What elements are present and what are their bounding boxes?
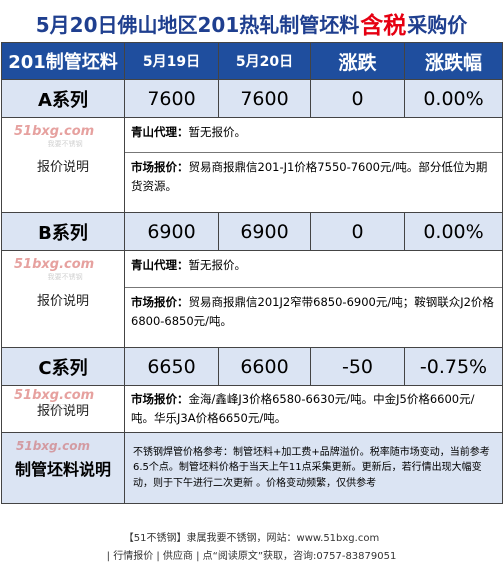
header-product: 201制管坯料 — [1, 42, 125, 80]
note-b-2: 市场报价：贸易商报鼎信201J2窄带6850-6900元/吨；鞍钢联众J2价格6… — [125, 287, 502, 347]
notes-label-text: 报价说明 — [36, 293, 89, 309]
series-a: A系列 — [1, 79, 125, 118]
watermark-logo: 51bxg.com — [16, 439, 91, 453]
notes-b: 青山代理：暂无报价。 市场报价：贸易商报鼎信201J2窄带6850-6900元/… — [124, 250, 503, 348]
series-c: C系列 — [1, 347, 125, 386]
notes-label-text: 报价说明 — [36, 403, 89, 419]
change-a: 0 — [310, 79, 405, 118]
notes-label-text: 报价说明 — [36, 159, 89, 175]
price-c-may20: 6600 — [218, 347, 311, 386]
footer-line-1: 【51不锈钢】隶属我要不锈钢，网站：www.51bxg.com — [123, 533, 380, 544]
title-prefix: 5月20日佛山地区201热轧制管坯料 — [35, 12, 360, 37]
notes-label-c: 51bxg.com 我要不锈钢 报价说明 — [1, 385, 125, 433]
table-row-a: A系列 7600 7600 0 0.00% — [1, 79, 503, 118]
header-change-pct: 涨跌幅 — [404, 42, 503, 80]
explain-label-text: 制管坯料说明 — [14, 460, 111, 479]
price-a-may20: 7600 — [218, 79, 311, 118]
footer: 【51不锈钢】隶属我要不锈钢，网站：www.51bxg.com | 行情报价 |… — [0, 526, 503, 572]
price-b-may19: 6900 — [124, 212, 219, 251]
note-c-1: 市场报价：金海/鑫峰J3价格6580-6630元/吨。中金J5价格6600元/吨… — [131, 392, 475, 425]
change-pct-c: -0.75% — [404, 347, 503, 386]
watermark-logo: 51bxg.com 我要不锈钢 — [14, 257, 95, 281]
notes-row-c: 51bxg.com 我要不锈钢 报价说明 市场报价：金海/鑫峰J3价格6580-6… — [1, 385, 503, 433]
series-b: B系列 — [1, 212, 125, 251]
explain-label: 51bxg.com 制管坯料说明 — [1, 432, 125, 504]
explain-text: 不锈钢焊管价格参考：制管坯料+加工费+品牌溢价。税率随市场变动，当前参考6.5个… — [133, 446, 490, 489]
explain-row: 51bxg.com 制管坯料说明 不锈钢焊管价格参考：制管坯料+加工费+品牌溢价… — [1, 432, 503, 504]
notes-row-a: 51bxg.com 我要不锈钢 报价说明 青山代理：暂无报价。 市场报价：贸易商报… — [1, 117, 503, 213]
table-header-row: 201制管坯料 5月19日 5月20日 涨跌 涨跌幅 — [1, 42, 503, 80]
change-pct-a: 0.00% — [404, 79, 503, 118]
footer-line-2: | 行情报价 | 供应商 | 点“阅读原文”获取，咨询:0757-8387905… — [106, 551, 397, 562]
notes-row-b: 51bxg.com 我要不锈钢 报价说明 青山代理：暂无报价。 市场报价：贸易商报… — [1, 250, 503, 348]
note-a-2: 市场报价：贸易商报鼎信201-J1价格7550-7600元/吨。部分低位为期货资… — [125, 152, 502, 212]
watermark-logo: 51bxg.com 我要不锈钢 — [14, 124, 95, 148]
price-a-may19: 7600 — [124, 79, 219, 118]
notes-c: 市场报价：金海/鑫峰J3价格6580-6630元/吨。中金J5价格6600元/吨… — [124, 385, 503, 433]
change-pct-b: 0.00% — [404, 212, 503, 251]
title-highlight: 含税 — [360, 13, 407, 39]
table-row-c: C系列 6650 6600 -50 -0.75% — [1, 347, 503, 386]
price-c-may19: 6650 — [124, 347, 219, 386]
header-may19: 5月19日 — [124, 42, 219, 80]
notes-a: 青山代理：暂无报价。 市场报价：贸易商报鼎信201-J1价格7550-7600元… — [124, 117, 503, 213]
price-b-may20: 6900 — [218, 212, 311, 251]
notes-label-a: 51bxg.com 我要不锈钢 报价说明 — [1, 117, 125, 213]
header-may20: 5月20日 — [218, 42, 311, 80]
change-c: -50 — [310, 347, 405, 386]
price-table: 201制管坯料 5月19日 5月20日 涨跌 涨跌幅 A系列 7600 7600… — [1, 42, 503, 504]
table-row-b: B系列 6900 6900 0 0.00% — [1, 212, 503, 251]
note-b-1: 青山代理：暂无报价。 — [131, 258, 246, 272]
watermark-logo: 51bxg.com 我要不锈钢 — [14, 388, 95, 412]
header-change: 涨跌 — [310, 42, 405, 80]
notes-label-b: 51bxg.com 我要不锈钢 报价说明 — [1, 250, 125, 348]
title-suffix: 采购价 — [407, 12, 468, 37]
page-title: 5月20日佛山地区201热轧制管坯料 含税 采购价 — [0, 0, 503, 46]
note-a-1: 青山代理：暂无报价。 — [131, 125, 246, 139]
change-b: 0 — [310, 212, 405, 251]
explain-content: 不锈钢焊管价格参考：制管坯料+加工费+品牌溢价。税率随市场变动，当前参考6.5个… — [124, 432, 503, 504]
